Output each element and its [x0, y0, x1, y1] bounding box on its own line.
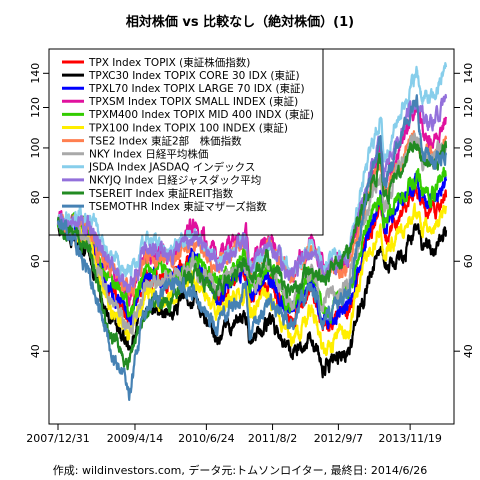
chart-caption: 作成: wildinvestors.com, データ元:トムソンロイター, 最終… [53, 463, 427, 477]
legend-label: TSEMOTHR Index 東証マザーズ指数 [88, 200, 267, 213]
legend-label: NKYJQ Index 日経ジャスダック平均 [89, 174, 261, 187]
axes-layer: 2007/12/31 2009/4/14 2010/6/24 2011/8/2 2012… [26, 63, 475, 445]
y-tick-label-right: 80 [462, 190, 475, 204]
y-tick-label-left: 100 [29, 137, 42, 158]
legend-label: NKY Index 日経平均株価 [89, 148, 208, 161]
legend-label: TPX100 Index TOPIX 100 INDEX (東証) [88, 121, 288, 134]
legend-label: TSEREIT Index 東証REIT指数 [88, 187, 234, 200]
y-tick-label-left: 40 [29, 344, 42, 358]
series-line [56, 214, 448, 379]
x-tick-label: 2010/6/24 [178, 432, 234, 445]
chart-title: 相対株価 vs 比較なし（絶対株価）(1) [126, 14, 354, 30]
legend: TPX Index TOPIX (東証株価指数)TPXC30 Index TOP… [48, 48, 324, 236]
x-tick-label: 2011/8/2 [248, 432, 297, 445]
legend-label: JSDA Index JASDAQ インデックス [88, 161, 255, 174]
y-tick-label-right: 140 [462, 63, 475, 84]
x-tick-label: 2009/4/14 [107, 432, 163, 445]
y-tick-label-left: 60 [29, 254, 42, 268]
legend-label: TPXC30 Index TOPIX CORE 30 IDX (東証) [88, 69, 300, 82]
y-tick-label-right: 40 [462, 344, 475, 358]
x-tick-label: 2007/12/31 [26, 432, 89, 445]
legend-label: TPXSM Index TOPIX SMALL INDEX (東証) [88, 95, 298, 108]
legend-label: TPX Index TOPIX (東証株価指数) [88, 56, 250, 69]
y-tick-label-right: 60 [462, 254, 475, 268]
y-tick-label-right: 120 [462, 97, 475, 118]
series-line [56, 94, 448, 401]
y-tick-label-left: 80 [29, 190, 42, 204]
x-tick-label: 2013/11/19 [378, 432, 441, 445]
legend-label: TSE2 Index 東証2部 株価指数 [88, 134, 242, 147]
legend-label: TPXM400 Index TOPIX MID 400 INDX (東証) [88, 108, 314, 121]
y-tick-label-right: 100 [462, 137, 475, 158]
legend-box [48, 48, 324, 236]
x-tick-label: 2012/9/7 [314, 432, 363, 445]
series-layer [56, 62, 448, 401]
y-tick-label-left: 140 [29, 63, 42, 84]
y-tick-label-left: 120 [29, 97, 42, 118]
legend-label: TPXL70 Index TOPIX LARGE 70 IDX (東証) [88, 82, 305, 95]
